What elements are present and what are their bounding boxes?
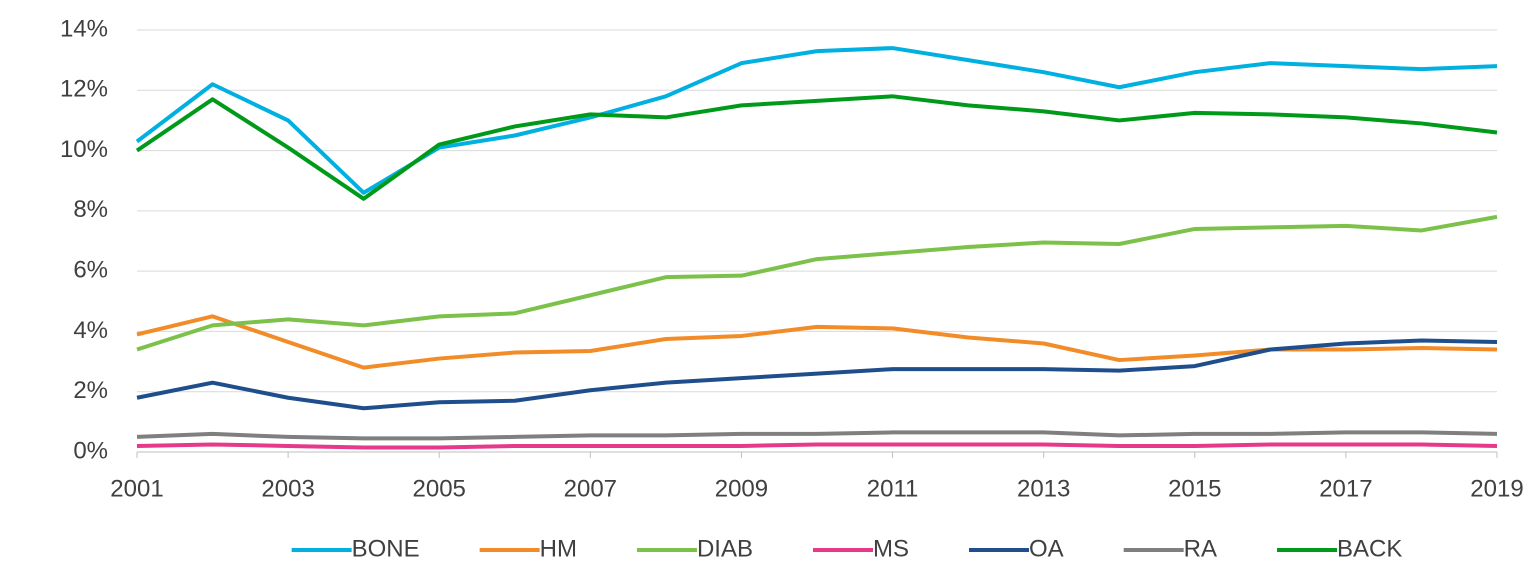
x-tick-label: 2009 [715, 475, 768, 502]
y-tick-label: 0% [73, 437, 108, 464]
series-line [136, 214, 1498, 352]
y-tick-label: 4% [73, 317, 108, 344]
y-tick-label: 10% [60, 136, 108, 163]
x-tick-label: 2007 [564, 475, 617, 502]
y-tick-label: 12% [60, 76, 108, 103]
series-line [135, 46, 1498, 195]
x-tick-label: 2005 [413, 475, 466, 502]
series-line [136, 442, 1498, 450]
y-tick-label: 2% [73, 377, 108, 404]
legend-label: OA [1029, 535, 1064, 562]
legend-label: RA [1184, 535, 1217, 562]
x-tick-label: 2019 [1470, 475, 1523, 502]
x-tick-label: 2017 [1319, 475, 1372, 502]
y-tick-label: 6% [73, 256, 108, 283]
legend-label: BACK [1337, 535, 1402, 562]
series-line [136, 338, 1498, 411]
x-tick-label: 2001 [110, 475, 163, 502]
legend-label: BONE [352, 535, 420, 562]
series-line [135, 94, 1498, 201]
x-tick-label: 2013 [1017, 475, 1070, 502]
y-tick-label: 14% [60, 15, 108, 42]
y-tick-label: 8% [73, 196, 108, 223]
legend-label: HM [540, 535, 577, 562]
x-tick-label: 2011 [867, 475, 919, 502]
x-tick-label: 2003 [261, 475, 314, 502]
legend-label: DIAB [697, 535, 753, 562]
legend-label: MS [873, 535, 909, 562]
x-tick-label: 2015 [1168, 475, 1221, 502]
series-line [136, 430, 1498, 441]
